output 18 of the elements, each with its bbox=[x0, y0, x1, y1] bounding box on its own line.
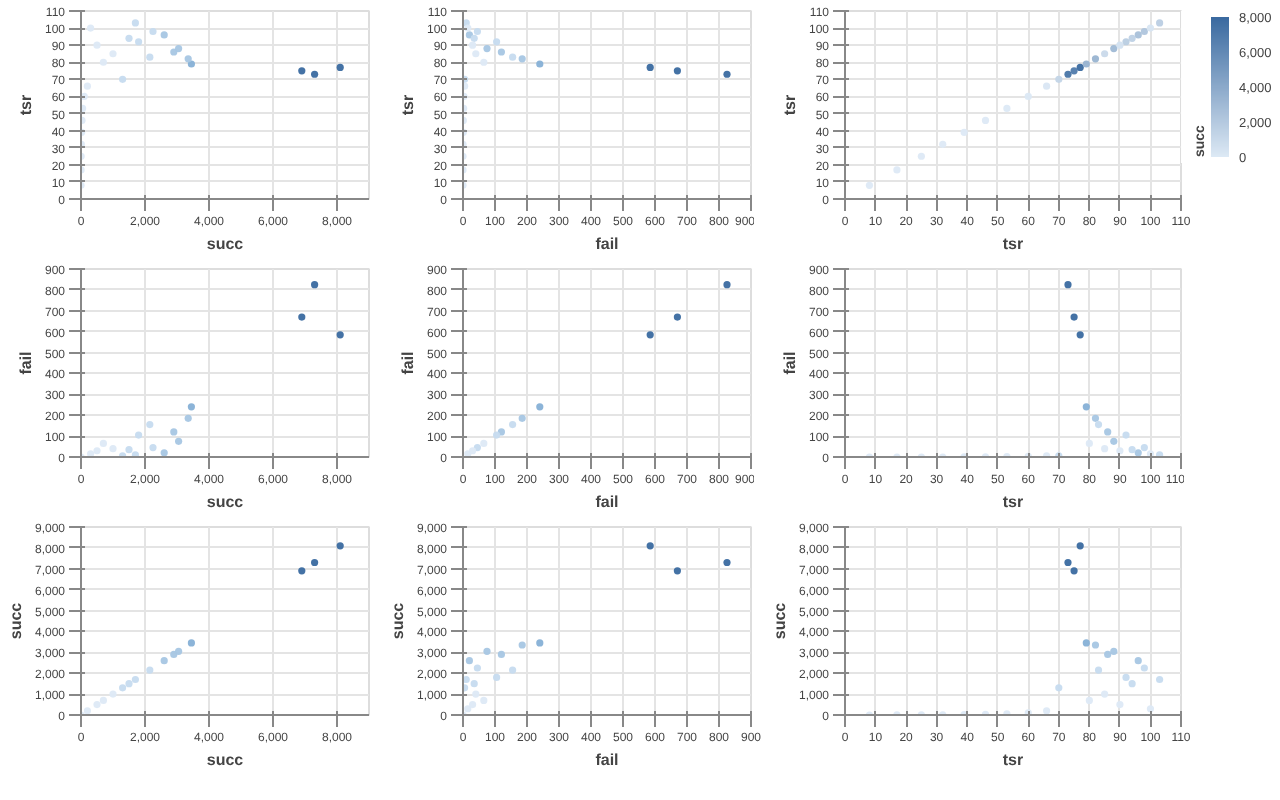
y-axis-title: succ bbox=[770, 601, 789, 640]
y-axis-title: succ bbox=[6, 601, 25, 640]
x-axis-title: succ bbox=[206, 235, 245, 253]
y-axis-title: fail bbox=[16, 351, 35, 375]
x-axis-title: tsr bbox=[1002, 751, 1024, 769]
y-axis-title: fail bbox=[398, 351, 417, 375]
y-axis-title: tsr bbox=[16, 94, 35, 116]
y-axis-title: tsr bbox=[780, 94, 799, 116]
x-axis-title: fail bbox=[595, 235, 619, 253]
x-axis-title: fail bbox=[595, 751, 619, 769]
y-axis-title: succ bbox=[388, 601, 407, 640]
x-axis-title: tsr bbox=[1002, 493, 1024, 511]
y-axis-title: fail bbox=[780, 351, 799, 375]
x-axis-title: succ bbox=[206, 751, 245, 769]
y-axis-title: tsr bbox=[398, 94, 417, 116]
x-axis-title: succ bbox=[206, 493, 245, 511]
x-axis-title: fail bbox=[595, 493, 619, 511]
x-axis-title: tsr bbox=[1002, 235, 1024, 253]
